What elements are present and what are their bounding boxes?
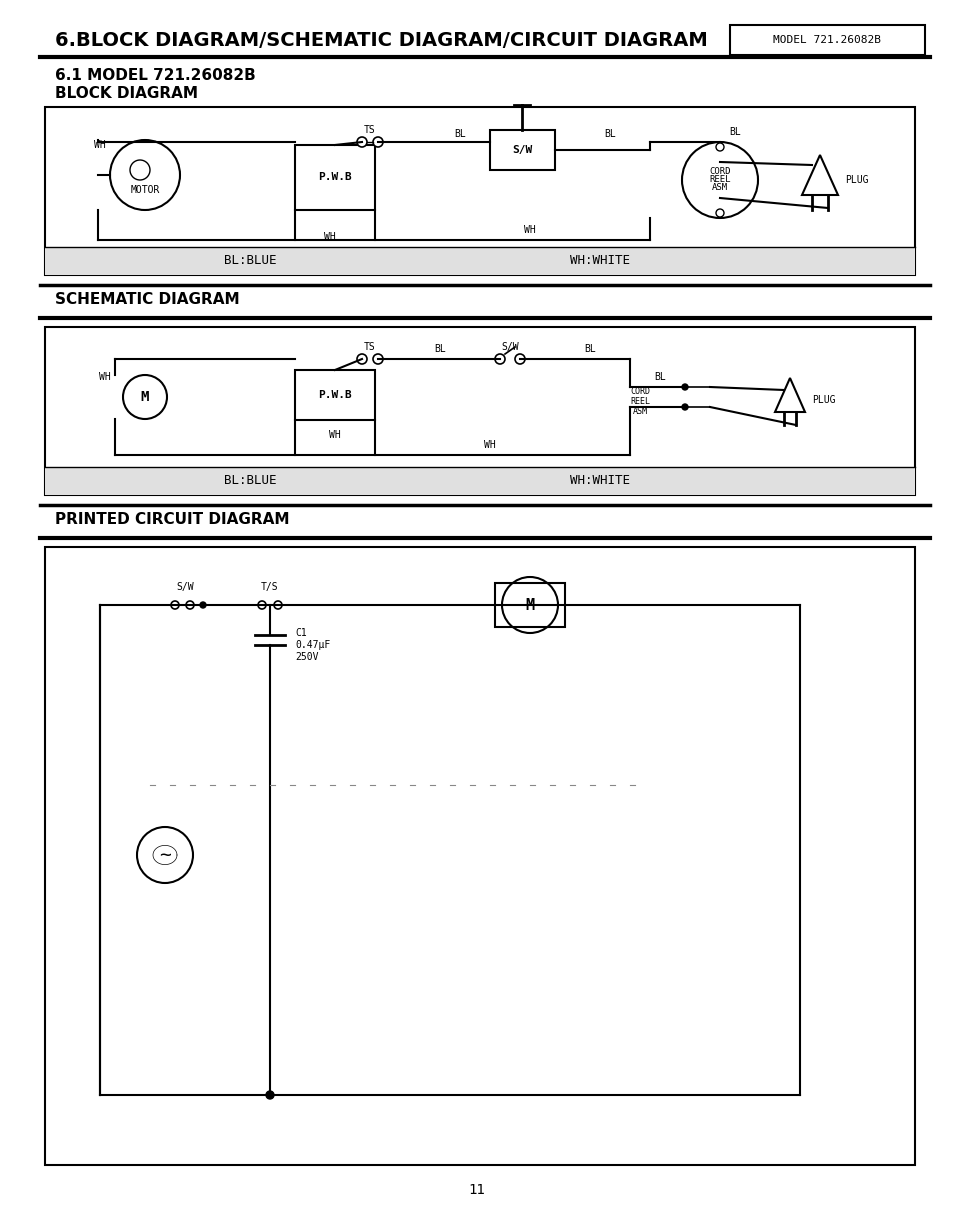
Circle shape: [137, 827, 193, 883]
Circle shape: [266, 1091, 274, 1100]
Text: MODEL 721.26082B: MODEL 721.26082B: [772, 35, 880, 45]
Text: 11: 11: [468, 1183, 485, 1197]
Polygon shape: [801, 156, 837, 194]
Circle shape: [200, 601, 206, 608]
Text: WH: WH: [523, 225, 536, 234]
Text: WH:WHITE: WH:WHITE: [569, 254, 629, 267]
Circle shape: [373, 354, 382, 364]
Text: C1: C1: [294, 628, 307, 638]
Circle shape: [171, 601, 179, 609]
Circle shape: [501, 577, 558, 633]
Text: WH: WH: [94, 140, 106, 149]
Text: BL: BL: [654, 372, 665, 382]
Text: BL:BLUE: BL:BLUE: [224, 475, 276, 487]
Bar: [45, 327, 914, 495]
Bar: [490, 130, 555, 170]
Text: WH: WH: [324, 232, 335, 242]
Text: BLOCK DIAGRAM: BLOCK DIAGRAM: [55, 85, 198, 101]
Text: BL:BLUE: BL:BLUE: [224, 254, 276, 267]
Text: BL: BL: [434, 344, 445, 354]
Text: BL: BL: [454, 129, 465, 139]
Circle shape: [716, 143, 723, 151]
Circle shape: [274, 601, 282, 609]
Circle shape: [681, 142, 758, 217]
Text: BL: BL: [583, 344, 596, 354]
Text: WH:WHITE: WH:WHITE: [569, 475, 629, 487]
Text: 0.47μF: 0.47μF: [294, 640, 330, 650]
Text: 250V: 250V: [294, 652, 318, 662]
Bar: [45, 467, 914, 495]
Text: M: M: [525, 598, 534, 612]
Bar: [294, 145, 375, 210]
Circle shape: [356, 354, 367, 364]
Text: PLUG: PLUG: [811, 395, 835, 405]
Bar: [45, 107, 914, 275]
Text: BL: BL: [728, 128, 740, 137]
Text: ~: ~: [159, 846, 171, 865]
Circle shape: [123, 375, 167, 419]
Text: CORD: CORD: [708, 168, 730, 176]
Text: REEL: REEL: [629, 397, 649, 407]
Text: SCHEMATIC DIAGRAM: SCHEMATIC DIAGRAM: [55, 293, 239, 307]
Text: CORD: CORD: [629, 388, 649, 396]
Circle shape: [495, 354, 504, 364]
Text: WH: WH: [483, 440, 496, 450]
Text: ASM: ASM: [711, 183, 727, 192]
Text: TS: TS: [364, 341, 375, 352]
Text: BL: BL: [603, 129, 616, 139]
Text: PLUG: PLUG: [844, 175, 867, 185]
Text: TS: TS: [364, 125, 375, 135]
Text: PRINTED CIRCUIT DIAGRAM: PRINTED CIRCUIT DIAGRAM: [55, 513, 289, 527]
Text: P.W.B: P.W.B: [317, 173, 352, 182]
Text: REEL: REEL: [708, 175, 730, 185]
Circle shape: [356, 137, 367, 147]
Polygon shape: [774, 378, 804, 412]
Text: S/W: S/W: [500, 341, 518, 352]
Text: WH: WH: [329, 430, 340, 440]
Text: ASM: ASM: [632, 407, 647, 417]
Text: T/S: T/S: [261, 582, 278, 592]
Bar: [45, 547, 914, 1165]
FancyBboxPatch shape: [729, 26, 924, 55]
Circle shape: [681, 384, 687, 390]
Circle shape: [716, 209, 723, 217]
Text: S/W: S/W: [512, 145, 532, 156]
Text: 6.BLOCK DIAGRAM/SCHEMATIC DIAGRAM/CIRCUIT DIAGRAM: 6.BLOCK DIAGRAM/SCHEMATIC DIAGRAM/CIRCUI…: [55, 30, 707, 50]
Circle shape: [130, 160, 150, 180]
Circle shape: [515, 354, 524, 364]
Bar: [294, 371, 375, 420]
Text: S/W: S/W: [176, 582, 193, 592]
Text: M: M: [141, 390, 149, 405]
Circle shape: [681, 405, 687, 409]
Text: 6.1 MODEL 721.26082B: 6.1 MODEL 721.26082B: [55, 68, 255, 83]
Text: MOTOR: MOTOR: [131, 185, 159, 194]
Circle shape: [110, 140, 180, 210]
Circle shape: [186, 601, 193, 609]
Bar: [495, 583, 564, 627]
Text: WH: WH: [99, 372, 111, 382]
Circle shape: [373, 137, 382, 147]
Bar: [45, 247, 914, 275]
Circle shape: [257, 601, 266, 609]
Text: P.W.B: P.W.B: [317, 390, 352, 400]
